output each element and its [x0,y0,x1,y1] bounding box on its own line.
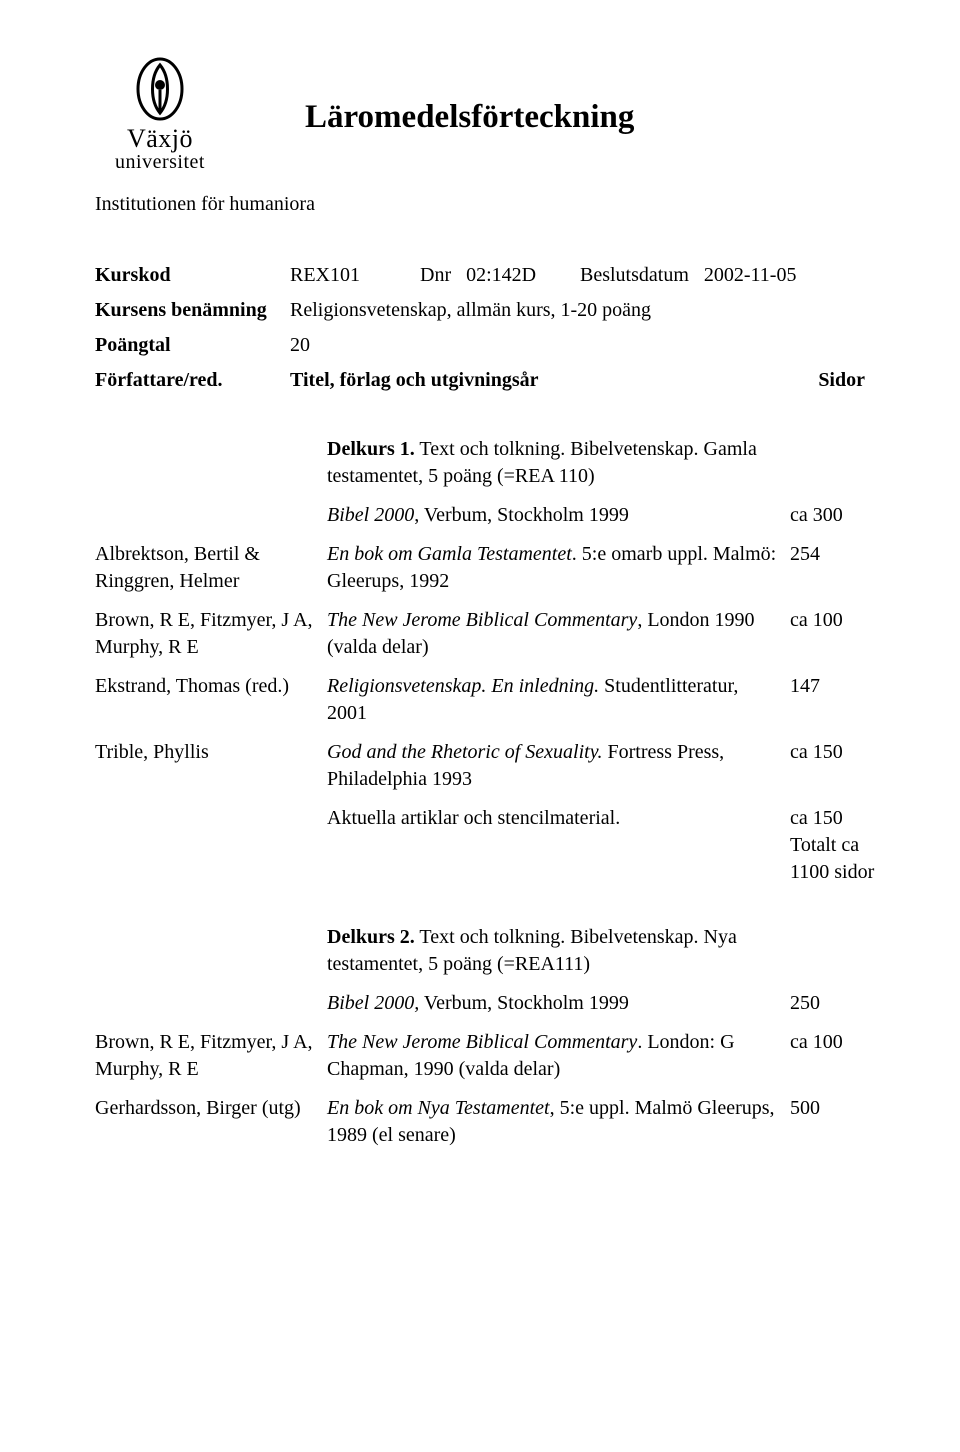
document-title: Läromedelsförteckning [305,95,634,140]
author-cell: Ekstrand, Thomas (red.) [95,673,327,727]
delkurs2-bibel-row: Bibel 2000, Verbum, Stockholm 1999 250 [95,990,885,1017]
author-cell: Trible, Phyllis [95,739,327,793]
kursens-benamning-label: Kursens benämning [95,293,290,328]
table-row: Aktuella artiklar och stencilmaterial. c… [95,805,885,886]
meta-table: Kurskod REX101 Dnr 02:142D Beslutsdatum … [95,258,885,398]
kurskod-label: Kurskod [95,258,290,293]
title-italic: Religionsvetenskap. En inledning. [327,675,599,697]
delkurs1-bibel-italic: Bibel 2000 [327,504,414,526]
pages-cell: 500 [790,1095,885,1149]
author-cell: Brown, R E, Fitzmyer, J A, Murphy, R E [95,1029,327,1083]
forfattare-label: Författare/red. [95,363,290,398]
delkurs1-bibel-pages: ca 300 [790,502,885,529]
pages-cell: ca 150 [790,739,885,793]
table-row: Brown, R E, Fitzmyer, J A, Murphy, R E T… [95,607,885,661]
author-cell: Brown, R E, Fitzmyer, J A, Murphy, R E [95,607,327,661]
title-italic: En bok om Nya Testamentet [327,1097,550,1119]
delkurs2-bibel-italic: Bibel 2000, [327,992,419,1014]
delkurs1-heading-bold: Delkurs 1. [327,438,415,460]
institution-subheader: Institutionen för humaniora [95,191,885,218]
logo-line1: Växjö [95,125,225,152]
delkurs1-heading-row: Delkurs 1. Text och tolkning. Bibelveten… [95,436,885,490]
pages-cell: ca 150 Totalt ca 1100 sidor [790,805,885,886]
author-cell: Albrektson, Bertil & Ringgren, Helmer [95,541,327,595]
kurskod-value: REX101 [290,258,420,293]
kursens-benamning-value: Religionsvetenskap, allmän kurs, 1-20 po… [290,293,885,328]
delkurs2-heading-bold: Delkurs 2. [327,926,415,948]
table-row: Gerhardsson, Birger (utg) En bok om Nya … [95,1095,885,1149]
table-row: Albrektson, Bertil & Ringgren, Helmer En… [95,541,885,595]
pages-cell: ca 100 [790,1029,885,1083]
beslutsdatum-value: 2002-11-05 [704,264,797,286]
title-italic: The New Jerome Biblical Commentary [327,1031,637,1053]
table-row: Ekstrand, Thomas (red.) Religionsvetensk… [95,673,885,727]
logo-line2: universitet [95,152,225,173]
titel-label: Titel, förlag och utgivningsår [290,363,580,398]
university-logo-icon [130,55,190,123]
beslutsdatum-label: Beslutsdatum [580,264,689,286]
title-italic: God and the Rhetoric of Sexuality. [327,741,603,763]
delkurs2-bibel-rest: Verbum, Stockholm 1999 [419,992,629,1014]
dnr-label: Dnr [420,264,451,286]
delkurs2-heading-row: Delkurs 2. Text och tolkning. Bibelveten… [95,924,885,978]
pages-cell: 147 [790,673,885,727]
poangtal-label: Poängtal [95,328,290,363]
dnr-value: 02:142D [466,264,536,286]
header: Växjö universitet Läromedelsförteckning [95,55,885,173]
title-italic: En bok om Gamla Testamentet [327,543,572,565]
table-row: Trible, Phyllis God and the Rhetoric of … [95,739,885,793]
pages-cell: ca 100 [790,607,885,661]
author-cell: Gerhardsson, Birger (utg) [95,1095,327,1149]
table-row: Brown, R E, Fitzmyer, J A, Murphy, R E T… [95,1029,885,1083]
delkurs1-bibel-row: Bibel 2000, Verbum, Stockholm 1999 ca 30… [95,502,885,529]
title-italic: The New Jerome Biblical Commentary [327,609,637,631]
poangtal-value: 20 [290,328,885,363]
sidor-label: Sidor [580,363,885,398]
delkurs1-bibel-rest: , Verbum, Stockholm 1999 [414,504,629,526]
delkurs2-bibel-pages: 250 [790,990,885,1017]
pages-cell: 254 [790,541,885,595]
logo-block: Växjö universitet [95,55,225,173]
extra-materials: Aktuella artiklar och stencilmaterial. [327,805,790,886]
